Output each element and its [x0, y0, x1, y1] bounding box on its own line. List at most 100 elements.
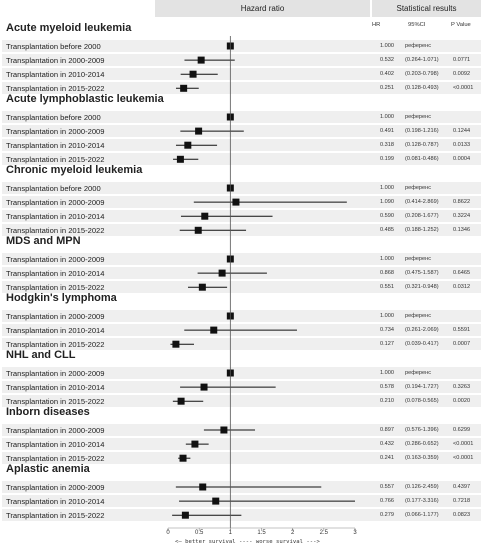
p-value: 0.4397 — [453, 483, 471, 490]
ci-value: референс — [405, 113, 432, 120]
hr-value: 0.897 — [380, 426, 394, 433]
row-band — [2, 395, 481, 408]
ci-value: (0.414-2.869) — [405, 198, 439, 205]
p-value: <0.0001 — [453, 454, 474, 461]
row-band — [2, 310, 481, 322]
ci-value: (0.576-1.396) — [405, 426, 439, 433]
x-tick-label: 2.5 — [319, 530, 328, 536]
row-label: Transplantation in 2010-2014 — [6, 325, 105, 335]
statistical-results-header: Statistical results — [372, 0, 481, 17]
p-value: 0.0092 — [453, 70, 471, 77]
hr-point — [177, 397, 185, 405]
row-label: Transplantation in 2010-2014 — [6, 140, 105, 150]
section-title: NHL and CLL — [6, 349, 76, 361]
hr-point — [232, 198, 240, 206]
row-label: Transplantation in 2015-2022 — [6, 154, 105, 164]
row-label: Transplantation before 2000 — [6, 112, 101, 122]
hr-value: 0.485 — [380, 226, 394, 233]
row-band — [2, 139, 481, 152]
p-value: 0.0771 — [453, 56, 471, 63]
row-label: Transplantation in 2015-2022 — [6, 83, 105, 93]
hr-point — [199, 483, 207, 491]
row-label: Transplantation before 2000 — [6, 183, 101, 193]
p-value-column-header: P Value — [451, 22, 471, 28]
row-label: Transplantation in 2010-2014 — [6, 496, 105, 506]
p-value: 0.3263 — [453, 383, 471, 390]
row-band — [2, 338, 481, 351]
hr-point — [212, 497, 220, 505]
ci-value: (0.128-0.787) — [405, 141, 439, 148]
ci-value: референс — [405, 184, 432, 191]
hr-value: 1.000 — [380, 184, 394, 191]
row-band — [2, 82, 481, 95]
hr-value: 1.000 — [380, 312, 394, 319]
p-value: <0.0001 — [453, 440, 474, 447]
hr-value: 0.241 — [380, 454, 394, 461]
section-title: Acute lymphoblastic leukemia — [6, 93, 164, 105]
hr-value: 0.491 — [380, 127, 394, 134]
section-title: Aplastic anemia — [6, 463, 90, 475]
p-value: 0.6465 — [453, 269, 471, 276]
hr-value: 0.199 — [380, 155, 394, 162]
hr-value: 1.000 — [380, 42, 394, 49]
hr-point — [189, 70, 197, 78]
row-label: Transplantation in 2000-2009 — [6, 55, 105, 65]
section-title: MDS and MPN — [6, 235, 81, 247]
ci-value: (0.203-0.798) — [405, 70, 439, 77]
hr-point — [176, 155, 184, 163]
ci-value: (0.128-0.493) — [405, 84, 439, 91]
hr-point — [172, 340, 180, 348]
hr-value: 1.000 — [380, 255, 394, 262]
row-label: Transplantation before 2000 — [6, 41, 101, 51]
row-band — [2, 182, 481, 194]
row-label: Transplantation in 2015-2022 — [6, 396, 105, 406]
row-label: Transplantation in 2010-2014 — [6, 69, 105, 79]
ci-value: референс — [405, 255, 432, 262]
hr-value: 0.868 — [380, 269, 394, 276]
p-value: 0.0004 — [453, 155, 471, 162]
hr-value: 1.000 — [380, 113, 394, 120]
hr-value: 0.318 — [380, 141, 394, 148]
row-band — [2, 40, 481, 52]
row-label: Transplantation in 2000-2009 — [6, 197, 105, 207]
row-label: Transplantation in 2000-2009 — [6, 368, 105, 378]
ci-value: (0.081-0.486) — [405, 155, 439, 162]
row-band — [2, 438, 481, 451]
hr-value: 0.578 — [380, 383, 394, 390]
hr-point — [210, 326, 218, 334]
p-value: 0.1346 — [453, 226, 471, 233]
hr-point — [184, 141, 192, 149]
row-band — [2, 68, 481, 81]
row-band — [2, 153, 481, 166]
row-label: Transplantation in 2000-2009 — [6, 482, 105, 492]
hr-value: 0.734 — [380, 326, 394, 333]
hr-value: 0.590 — [380, 212, 394, 219]
ci-value: (0.126-2.459) — [405, 483, 439, 490]
ci-value: (0.475-1.587) — [405, 269, 439, 276]
hr-value: 0.127 — [380, 340, 394, 347]
row-band — [2, 509, 481, 522]
p-value: 0.0823 — [453, 511, 471, 518]
section-title: Hodgkin's lymphoma — [6, 292, 117, 304]
hr-point — [200, 383, 208, 391]
ci-value: референс — [405, 369, 432, 376]
x-tick-label: 0.5 — [194, 530, 204, 536]
p-value: 0.0007 — [453, 340, 471, 347]
x-tick-label: 1.5 — [257, 530, 266, 536]
row-label: Transplantation in 2010-2014 — [6, 439, 105, 449]
ci-value: (0.177-3.316) — [405, 497, 439, 504]
row-band — [2, 367, 481, 379]
hr-value: 1.000 — [380, 369, 394, 376]
ci-value: (0.208-1.677) — [405, 212, 439, 219]
hr-point — [201, 212, 209, 220]
p-value: 0.0133 — [453, 141, 471, 148]
p-value: 0.5591 — [453, 326, 471, 333]
p-value: 0.1244 — [453, 127, 471, 134]
hr-value: 0.210 — [380, 397, 394, 404]
hr-point — [197, 56, 205, 64]
row-band — [2, 111, 481, 123]
hr-column-header: HR — [372, 22, 381, 28]
p-value: 0.3224 — [453, 212, 471, 219]
hr-point — [181, 511, 189, 519]
